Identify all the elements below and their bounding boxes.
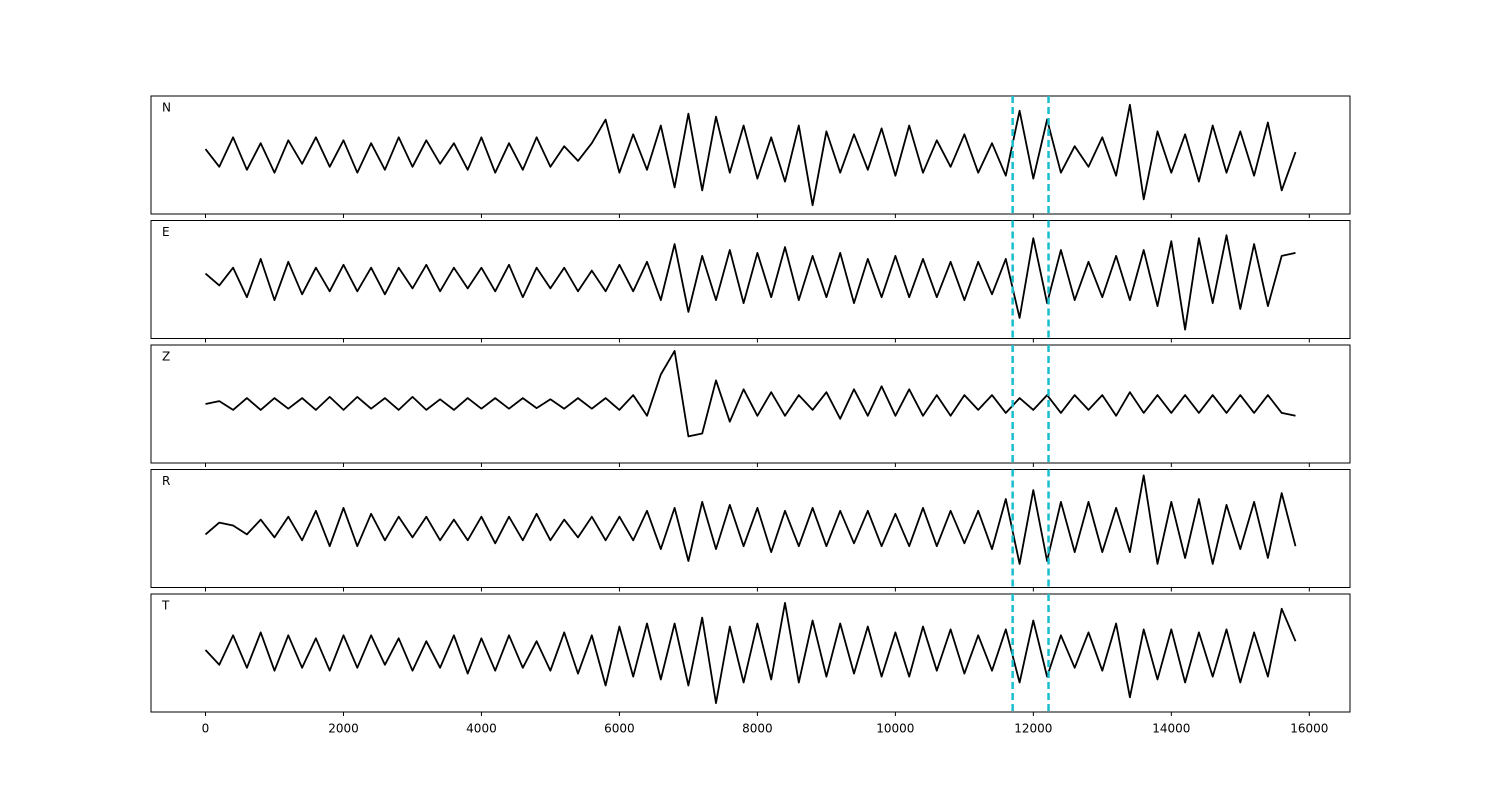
trace [204, 474, 1297, 565]
panel-frame [150, 593, 1351, 713]
trace [204, 602, 1297, 704]
panel-label: E [162, 225, 170, 239]
x-tick-label: 0 [202, 722, 210, 736]
x-tick-label: 16000 [1290, 722, 1328, 736]
panel-label: Z [162, 350, 170, 364]
trace [204, 234, 1296, 331]
x-tick-label: 8000 [742, 722, 773, 736]
x-tick-label: 10000 [876, 722, 914, 736]
x-tick-label: 14000 [1152, 722, 1190, 736]
panel-label: R [162, 474, 170, 488]
x-tick-label: 4000 [466, 722, 497, 736]
x-tick-label: 6000 [604, 722, 635, 736]
panel-frame [150, 469, 1351, 588]
panel-frame [150, 344, 1351, 464]
x-tick-label: 12000 [1014, 722, 1052, 736]
panel-label: T [161, 599, 170, 613]
trace [204, 103, 1297, 207]
x-tick-label: 2000 [328, 722, 359, 736]
trace [205, 350, 1296, 438]
panel-frame [150, 95, 1351, 215]
panel-label: N [162, 101, 171, 115]
panel-frame [150, 220, 1351, 339]
